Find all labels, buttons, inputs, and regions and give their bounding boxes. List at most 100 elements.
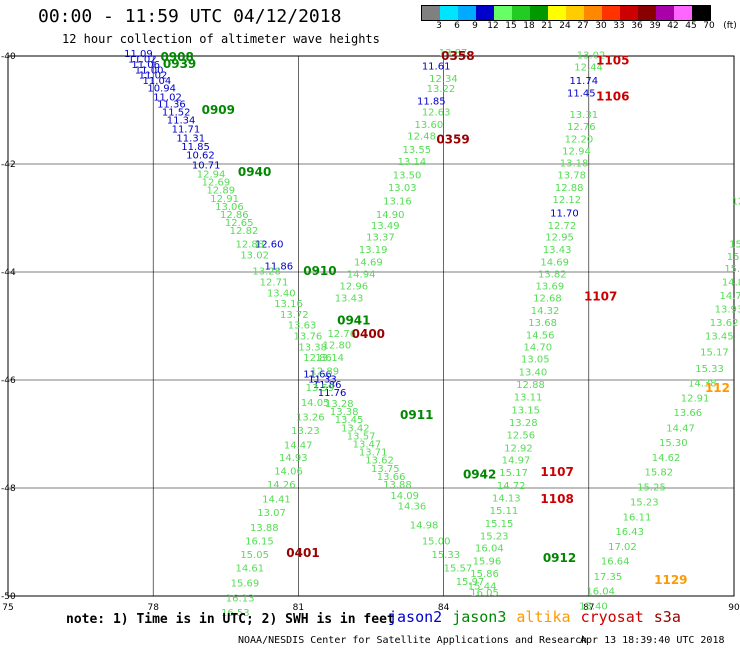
lat-tick-label: -48	[1, 484, 16, 494]
wave-height-label: 12.65	[225, 218, 254, 229]
generated-timestamp: Apr 13 18:39:40 UTC 2018	[580, 635, 725, 646]
wave-height-label: 14.98	[410, 521, 439, 532]
wave-height-label: 14.38	[688, 378, 717, 389]
color-swatch	[620, 6, 638, 20]
color-swatch	[692, 6, 710, 20]
wave-height-label: 13.49	[371, 221, 400, 232]
wave-height-label: 13.88	[250, 523, 279, 534]
wave-height-label: 13.78	[557, 171, 586, 182]
wave-height-label: 13.62	[365, 456, 394, 467]
wave-height-label: 14.47	[666, 423, 695, 434]
pass-time-label: 0911	[400, 408, 433, 422]
color-swatch	[548, 6, 566, 20]
wave-height-label: 16.11	[623, 512, 652, 523]
wave-height-label: 13.14	[315, 353, 344, 364]
wave-height-label: 11.36	[157, 99, 186, 110]
wave-height-label: 15.86	[470, 569, 499, 580]
color-scale-label: 24	[559, 21, 571, 31]
wave-height-label: 13.15	[511, 405, 540, 416]
wave-height-label: 14.56	[526, 330, 555, 341]
wave-height-label: 12.88	[516, 380, 545, 391]
wave-height-label: 11.86	[265, 261, 294, 272]
lon-tick-label: 81	[293, 603, 304, 613]
wave-height-label: 13.07	[257, 508, 286, 519]
legend-entry-jason2: jason2	[388, 608, 443, 626]
wave-height-label: 15.82	[644, 468, 673, 479]
pass-time-label: 0401	[286, 546, 319, 560]
wave-height-label: 11.74	[569, 76, 598, 87]
wave-height-label: 15.23	[630, 497, 659, 508]
wave-height-label: 11.85	[417, 97, 446, 108]
wave-height-label: 13.23	[291, 426, 320, 437]
wave-height-label: 14.94	[347, 269, 376, 280]
legend-entry-cryosat: cryosat	[580, 608, 644, 626]
wave-height-label: 14.47	[284, 441, 313, 452]
wave-height-label: 13.45	[335, 415, 364, 426]
color-scale-label: 42	[667, 21, 679, 31]
color-scale-label: 6	[454, 21, 460, 31]
wave-height-label: 13.16	[383, 197, 412, 208]
color-scale-label: 27	[577, 21, 589, 31]
wave-height-label: 11.61	[422, 62, 451, 73]
wave-height-label: 11.00	[135, 65, 164, 76]
wave-height-label: 11.31	[176, 133, 205, 144]
wave-height-label: 12.69	[202, 178, 231, 189]
wave-height-label: 16.05	[470, 588, 499, 599]
pass-time-label: 1106	[596, 90, 629, 104]
wave-height-label: 15.15	[485, 519, 514, 530]
wave-height-label: 12.56	[507, 430, 536, 441]
wave-height-label: 13.60	[415, 120, 444, 131]
wave-height-label: 11.34	[167, 116, 196, 127]
wave-height-label: 13.55	[402, 145, 431, 156]
color-scale-label: 3	[436, 21, 442, 31]
wave-height-label: 14.36	[398, 502, 427, 513]
wave-height-label: 11.02	[139, 71, 168, 82]
pass-time-label: 112	[705, 381, 730, 395]
wave-height-label: 16.04	[475, 544, 504, 555]
wave-height-label: 12.92	[504, 443, 533, 454]
pass-time-label: 0909	[202, 103, 235, 117]
wave-height-label: 13.75	[371, 464, 400, 475]
wave-height-label: 17.35	[594, 572, 623, 583]
color-scale-label: 70	[703, 21, 715, 31]
color-swatch	[566, 6, 584, 20]
wave-height-label: 12.48	[407, 132, 436, 143]
color-swatch	[494, 6, 512, 20]
wave-height-label: 14.62	[652, 453, 681, 464]
wave-height-label: 12.91	[681, 394, 710, 405]
lat-tick-label: -40	[1, 52, 16, 62]
color-scale-label: 30	[595, 21, 607, 31]
wave-height-label: 13.57	[347, 431, 376, 442]
wave-height-label: 14.09	[390, 491, 419, 502]
wave-height-label: 12.89	[206, 186, 235, 197]
wave-height-label: 12.88	[235, 240, 264, 251]
wave-height-label: 13.45	[705, 332, 734, 343]
wave-height-label: 13.02	[577, 51, 606, 62]
wave-height-label: 12.82	[230, 226, 259, 237]
wave-height-label: 13.22	[427, 84, 456, 95]
wave-height-label: 16.43	[615, 527, 644, 538]
color-swatch	[638, 6, 656, 20]
wave-height-label: 15.57	[444, 564, 473, 575]
color-scale-label: (ft)	[723, 21, 737, 31]
color-scale-label: 45	[685, 21, 697, 31]
wave-height-label: 12.76	[567, 122, 596, 133]
wave-height-label: 16.04	[586, 586, 615, 597]
wave-height-label: 15.2	[729, 240, 740, 251]
wave-height-label: 16.13	[226, 593, 255, 604]
wave-height-label: 13.66	[377, 472, 406, 483]
wave-height-label: 14.69	[540, 258, 569, 269]
color-scale-label: 12	[487, 21, 499, 31]
wave-height-label: 11.86	[313, 380, 342, 391]
wave-height-label: 12.76	[327, 329, 356, 340]
wave-height-label: 13.19	[359, 245, 388, 256]
page-subtitle: 12 hour collection of altimeter wave hei…	[62, 32, 380, 46]
wave-height-label: 11.85	[181, 142, 210, 153]
wave-height-label: 11.04	[143, 76, 172, 87]
wave-height-label: 14.41	[262, 495, 291, 506]
wave-height-label: 11.52	[162, 107, 191, 118]
wave-height-label: 13.93	[715, 305, 740, 316]
wave-height-label: 12.12	[553, 195, 582, 206]
pass-time-label: 0940	[238, 165, 271, 179]
wave-height-label: 13.59	[306, 383, 335, 394]
